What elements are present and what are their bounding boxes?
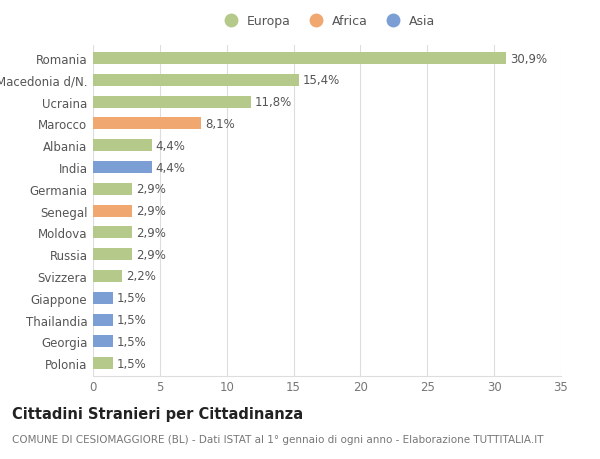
Text: 4,4%: 4,4% [156,161,186,174]
Text: 2,9%: 2,9% [136,226,166,239]
Text: 4,4%: 4,4% [156,140,186,152]
Bar [93,270,122,282]
Bar [93,249,132,261]
Text: 2,9%: 2,9% [136,205,166,218]
Bar [93,53,506,65]
Text: 1,5%: 1,5% [117,335,147,348]
Bar [93,292,113,304]
Bar [93,358,113,369]
Legend: Europa, Africa, Asia: Europa, Africa, Asia [214,10,440,33]
Text: 1,5%: 1,5% [117,313,147,326]
Bar [93,184,132,196]
Text: 1,5%: 1,5% [117,291,147,305]
Text: 15,4%: 15,4% [303,74,340,87]
Text: 8,1%: 8,1% [205,118,235,131]
Bar [93,118,202,130]
Text: COMUNE DI CESIOMAGGIORE (BL) - Dati ISTAT al 1° gennaio di ogni anno - Elaborazi: COMUNE DI CESIOMAGGIORE (BL) - Dati ISTA… [12,434,544,444]
Bar [93,227,132,239]
Text: 2,9%: 2,9% [136,248,166,261]
Bar [93,96,251,108]
Bar [93,140,152,152]
Bar [93,336,113,347]
Text: 2,2%: 2,2% [127,270,157,283]
Text: 11,8%: 11,8% [255,96,292,109]
Bar [93,205,132,217]
Text: Cittadini Stranieri per Cittadinanza: Cittadini Stranieri per Cittadinanza [12,406,303,421]
Text: 1,5%: 1,5% [117,357,147,370]
Text: 2,9%: 2,9% [136,183,166,196]
Bar [93,162,152,174]
Bar [93,314,113,326]
Text: 30,9%: 30,9% [510,52,547,66]
Bar [93,75,299,87]
